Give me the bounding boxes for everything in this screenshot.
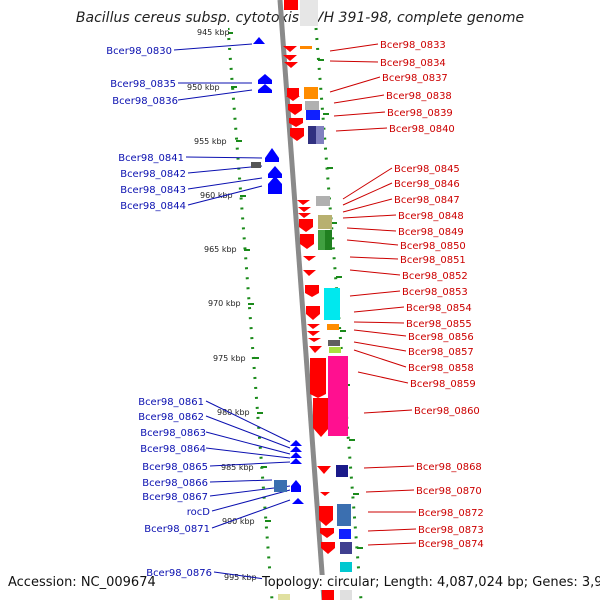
gene-label: Bcer98_0839 <box>387 108 453 119</box>
tick-label: 970 kbp <box>208 299 241 308</box>
gene-label: Bcer98_0840 <box>389 124 455 135</box>
genome-title: Bacillus cereus subsp. cytotoxis NVH 391… <box>75 10 525 26</box>
gene-block <box>274 480 287 492</box>
gene-arrow <box>290 452 302 458</box>
gene-label: Bcer98_0835 <box>110 79 176 90</box>
tick-label: 985 kbp <box>221 463 254 472</box>
gene-label: Bcer98_0872 <box>418 508 484 519</box>
genome-backbone <box>277 0 327 600</box>
gene-arrow <box>291 480 301 492</box>
tick-label: 975 kbp <box>213 354 246 363</box>
tick-label: 995 kbp <box>224 573 257 582</box>
gene-label: Bcer98_0850 <box>400 241 466 252</box>
tick-label: 990 kbp <box>222 517 255 526</box>
gene-arrow <box>258 84 272 93</box>
tick-labels: 945 kbp 950 kbp 955 kbp 960 kbp 965 kbp … <box>186 27 257 582</box>
tick-label: 945 kbp <box>197 28 230 37</box>
gene-label: Bcer98_0851 <box>400 255 466 266</box>
gene-label: Bcer98_0852 <box>402 271 468 282</box>
gene-label: Bcer98_0854 <box>406 303 472 314</box>
gene-arrow <box>292 498 304 504</box>
gene-label: Bcer98_0856 <box>408 332 474 343</box>
gene-label: Bcer98_0867 <box>142 492 208 503</box>
gene-label: Bcer98_0853 <box>402 287 468 298</box>
gene-label: Bcer98_0846 <box>394 179 460 190</box>
forward-strand-genes <box>283 0 335 554</box>
feature-blocks <box>278 0 352 600</box>
gene-label: Bcer98_0830 <box>106 46 172 57</box>
gene-label: Bcer98_0834 <box>380 58 446 69</box>
gene-label: Bcer98_0836 <box>112 96 178 107</box>
right-leader-lines <box>329 43 417 546</box>
gene-label: Bcer98_0859 <box>410 379 476 390</box>
right-gene-labels: Bcer98_0833 Bcer98_0834 Bcer98_0837 Bcer… <box>380 40 484 550</box>
gene-label: Bcer98_0849 <box>398 227 464 238</box>
gene-label: Bcer98_0860 <box>414 406 480 417</box>
gene-label: Bcer98_0842 <box>120 169 186 180</box>
gene-arrow <box>290 458 302 464</box>
gene-label: Bcer98_0848 <box>398 211 464 222</box>
gene-label: Bcer98_0837 <box>382 73 448 84</box>
gene-arrow <box>265 148 279 162</box>
gene-arrow <box>290 446 302 452</box>
gene-label: Bcer98_0841 <box>118 153 184 164</box>
reverse-strand-genes <box>251 37 304 504</box>
gene-arrow <box>268 176 282 194</box>
gene-label: Bcer98_0855 <box>406 319 472 330</box>
gene-arrow <box>258 74 272 84</box>
gene-label: Bcer98_0871 <box>144 524 210 535</box>
gene-label: Bcer98_0843 <box>120 185 186 196</box>
gene-label: Bcer98_0870 <box>416 486 482 497</box>
gene-label: Bcer98_0863 <box>140 428 206 439</box>
gene-label: Bcer98_0866 <box>142 478 208 489</box>
left-gene-labels: Bcer98_0830 Bcer98_0835 Bcer98_0836 Bcer… <box>106 46 212 579</box>
gene-arrow <box>268 166 282 178</box>
gene-label: Bcer98_0847 <box>394 195 460 206</box>
gene-label: Bcer98_0862 <box>138 412 204 423</box>
gene-label: Bcer98_0858 <box>408 363 474 374</box>
tick-label: 950 kbp <box>187 83 220 92</box>
gene-label: Bcer98_0876 <box>146 568 212 579</box>
gene-label: Bcer98_0838 <box>386 91 452 102</box>
gene-label: Bcer98_0861 <box>138 397 204 408</box>
gene-label: Bcer98_0864 <box>140 444 206 455</box>
gene-label: Bcer98_0844 <box>120 201 186 212</box>
gene-label: rocD <box>187 507 211 518</box>
gene-label: Bcer98_0865 <box>142 462 208 473</box>
tick-label: 980 kbp <box>217 408 250 417</box>
gene-label: Bcer98_0868 <box>416 462 482 473</box>
gene-label: Bcer98_0873 <box>418 525 484 536</box>
gene-arrow <box>290 440 302 446</box>
gene-block <box>251 162 261 168</box>
tick-label: 955 kbp <box>194 137 227 146</box>
tick-label: 965 kbp <box>204 245 237 254</box>
gene-label: Bcer98_0857 <box>408 347 474 358</box>
tick-label: 960 kbp <box>200 191 233 200</box>
accession-text: Accession: NC_009674 <box>8 575 156 590</box>
gene-label: Bcer98_0874 <box>418 539 484 550</box>
gene-arrow <box>253 37 265 44</box>
genome-info-text: Topology: circular; Length: 4,087,024 bp… <box>262 575 600 590</box>
gene-label: Bcer98_0845 <box>394 164 460 175</box>
gene-label: Bcer98_0833 <box>380 40 446 51</box>
